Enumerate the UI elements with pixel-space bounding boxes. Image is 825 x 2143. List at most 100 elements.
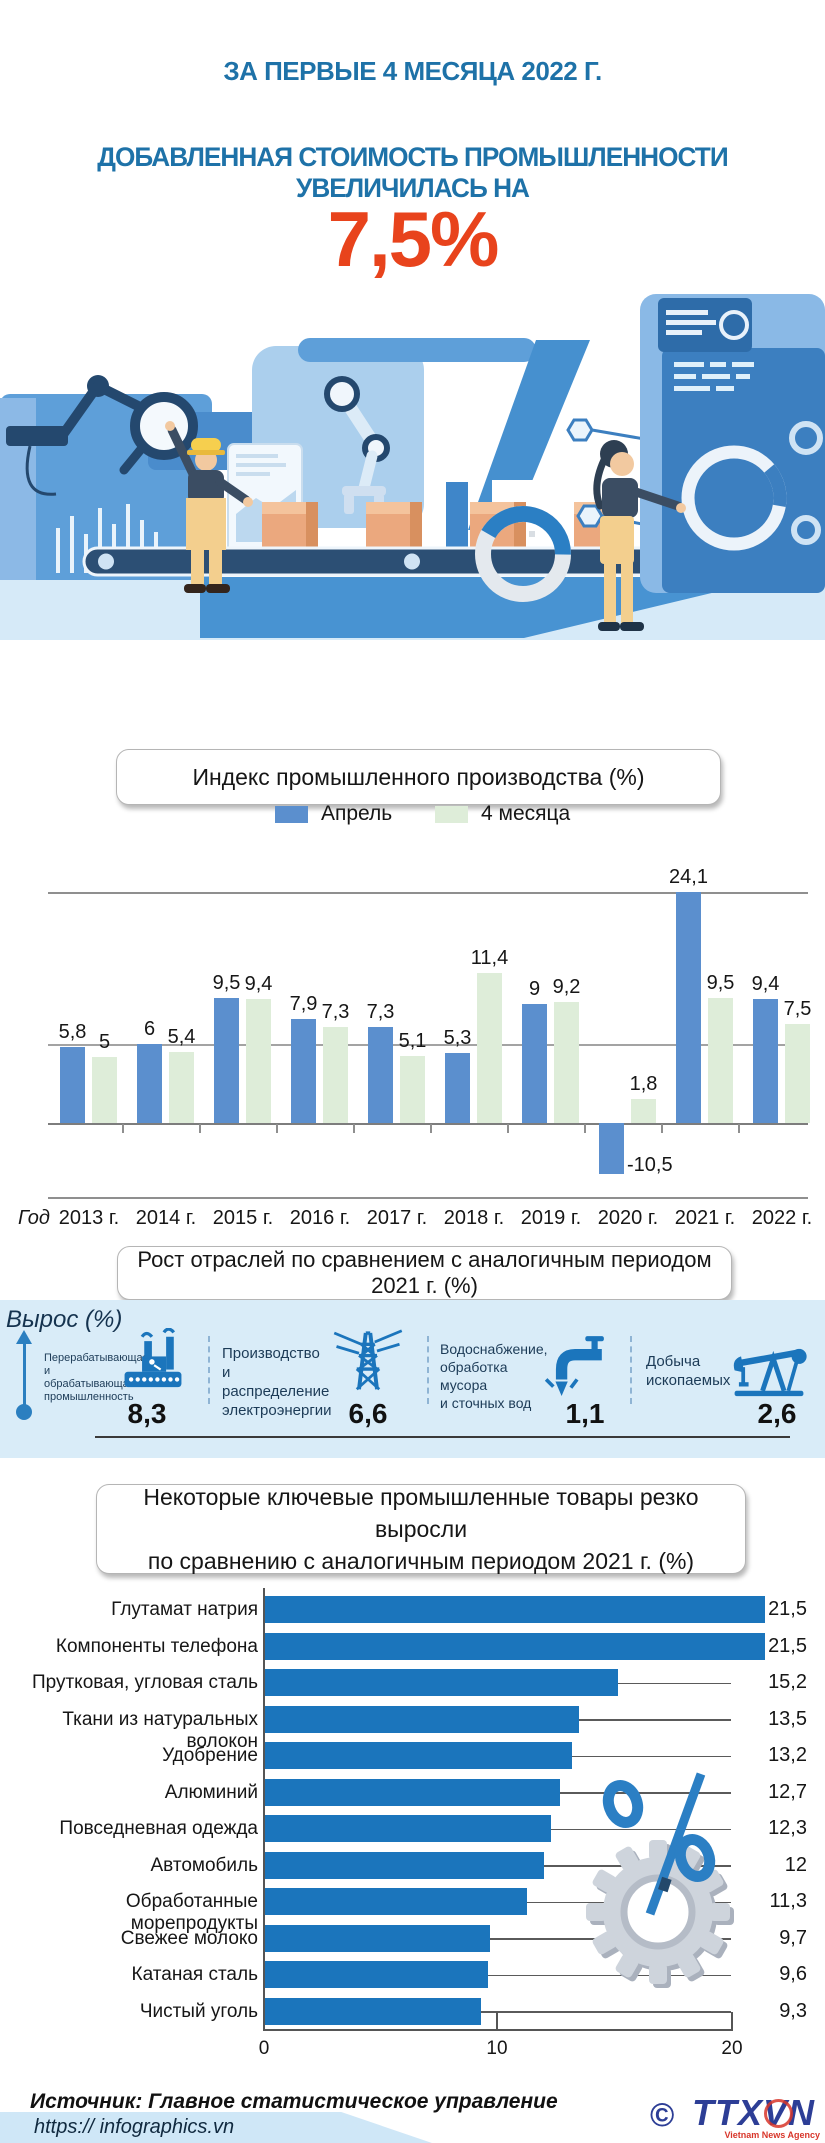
hbar-category-label: Ткани из натуральных волокон <box>62 1708 258 1752</box>
year-label: 2013 г. <box>58 1207 120 1229</box>
column-bar-value: 7,9 <box>289 992 318 1015</box>
hchart-tick-label-0: 0 <box>258 2038 270 2059</box>
arrow-shaft <box>22 1342 26 1408</box>
column-bar-value: 6 <box>143 1017 156 1040</box>
hbar-value-label: 21,5 <box>768 1634 807 1657</box>
year-label: 2021 г. <box>674 1207 736 1229</box>
legend-april-label: Апрель <box>321 802 393 825</box>
hbar-leader-line <box>559 1792 731 1794</box>
hbar-category-label: Катаная сталь <box>131 1964 258 1985</box>
year-label: 2018 г. <box>443 1207 505 1229</box>
year-label: 2016 г. <box>289 1207 351 1229</box>
factory-illustration <box>0 294 825 640</box>
column-bar-Апрель-2019 г. <box>522 1004 547 1123</box>
year-label: 2014 г. <box>135 1207 197 1229</box>
column-bar-4 месяца-2018 г. <box>477 972 502 1123</box>
year-label: 2020 г. <box>597 1207 659 1229</box>
column-bar-value: -10,5 <box>627 1154 673 1176</box>
column-bar-Апрель-2013 г. <box>60 1046 85 1123</box>
axis-tick <box>584 1124 586 1133</box>
source-note: Источник: Главное статистическое управле… <box>30 2090 558 2113</box>
hbar-Прутковая, угловая сталь <box>264 1669 619 1696</box>
hbar-Автомобиль <box>264 1851 544 1879</box>
hbar-value-label: 12 <box>784 1853 807 1876</box>
column-bar-Апрель-2021 г. <box>676 892 701 1123</box>
gridline-6 <box>48 1044 808 1046</box>
column-bar-value: 5,4 <box>167 1025 196 1048</box>
hbar-value-label: 9,7 <box>779 1926 807 1949</box>
year-label: 2022 г. <box>751 1207 813 1229</box>
axis-tick <box>661 1124 663 1133</box>
separator <box>208 1336 210 1404</box>
x-axis-title: Год <box>18 1207 50 1229</box>
separator <box>630 1336 632 1404</box>
column-bar-value: 9,5 <box>706 971 735 994</box>
growth-value: 7,5% <box>327 195 500 283</box>
globe-icon <box>764 2099 793 2128</box>
agency-logo: TTXVN <box>692 2092 816 2133</box>
column-bar-value: 9,4 <box>751 973 780 996</box>
column-bar-Апрель-2020 г. <box>599 1123 624 1174</box>
oil-pump-icon <box>733 1348 807 1397</box>
conveyor-robot-arm <box>324 376 390 514</box>
column-bar-Апрель-2018 г. <box>445 1053 470 1123</box>
column-bar-4 месяца-2016 г. <box>323 1026 348 1123</box>
column-bar-value: 9,4 <box>244 973 273 996</box>
column-bar-value: 5,1 <box>398 1029 427 1052</box>
year-label: 2019 г. <box>520 1207 582 1229</box>
up-arrow-icon <box>16 1330 32 1344</box>
hbar-category-label: Прутковая, угловая сталь <box>31 1672 258 1693</box>
hbar-Свежее молоко <box>264 1924 490 1952</box>
hbar-category-label: Глутамат натрия <box>111 1599 258 1620</box>
hchart-x-axis <box>263 2029 733 2031</box>
water-tap-icon <box>544 1336 604 1396</box>
hbar-category-label: Чистый уголь <box>139 2000 258 2022</box>
hbar-leader-line <box>487 1974 731 1976</box>
column-bar-value: 7,5 <box>783 998 812 1021</box>
hchart-tick-label-10: 10 <box>486 2038 508 2059</box>
x-axis-line <box>48 1197 808 1199</box>
column-bar-Апрель-2017 г. <box>368 1026 393 1123</box>
column-bar-4 месяца-2021 г. <box>708 997 733 1123</box>
hbar-value-label: 9,3 <box>779 1999 807 2022</box>
hbar-category-label: Свежее молоко <box>120 1927 258 1949</box>
column-bar-4 месяца-2015 г. <box>246 999 271 1123</box>
hbar-Глутамат натрия <box>264 1596 765 1623</box>
dashboard-screen <box>640 294 825 593</box>
column-bar-4 месяца-2019 г. <box>554 1001 579 1123</box>
key-goods-title-line2: по сравнению с аналогичным периодом 2021… <box>147 1548 695 1574</box>
sector-value-mining: 2,6 <box>757 1398 797 1429</box>
hbar-Ткани из натуральных волокон <box>264 1705 579 1733</box>
factory-icon <box>124 1328 182 1388</box>
sector-value-electricity: 6,6 <box>348 1398 388 1429</box>
hbar-value-label: 13,2 <box>768 1744 807 1766</box>
hbar-value-label: 9,6 <box>779 1963 807 1985</box>
agency-logo-subtitle: Vietnam News Agency <box>724 2130 820 2140</box>
hbar-category-label: Алюминий <box>164 1781 258 1803</box>
legend-4months-label: 4 месяца <box>481 802 571 825</box>
hbar-Алюминий <box>264 1778 560 1806</box>
hbar-leader-line <box>618 1682 731 1684</box>
axis-tick <box>199 1124 201 1133</box>
zero-baseline <box>48 1123 808 1125</box>
hbar-category-label: Повседневная одежда <box>59 1818 258 1839</box>
column-bar-value: 1,8 <box>629 1073 658 1096</box>
worker-right <box>593 440 686 631</box>
arrow-base-dot <box>16 1404 32 1420</box>
hchart-tick-10 <box>496 2012 498 2029</box>
sector-growth-title-text: Рост отраслей по сравнением с аналогичны… <box>137 1247 712 1298</box>
site-url: https:// infographics.vn <box>34 2116 235 2138</box>
grew-axis-label: Вырос (%) <box>6 1306 123 1333</box>
band-baseline <box>95 1436 790 1438</box>
column-bar-value: 24,1 <box>669 866 708 888</box>
sector-label-electricity: Производство и распределение электроэнер… <box>222 1345 332 1419</box>
hbar-Обработанные морепродукты <box>264 1888 528 1915</box>
column-bar-value: 9 <box>528 978 541 1001</box>
legend-4months: 4 месяца <box>435 802 570 826</box>
hbar-leader-line <box>550 1828 731 1830</box>
separator <box>427 1336 429 1404</box>
hchart-y-axis <box>263 1588 265 2031</box>
column-bar-Апрель-2015 г. <box>214 997 239 1123</box>
hbar-value-label: 21,5 <box>768 1598 807 1620</box>
